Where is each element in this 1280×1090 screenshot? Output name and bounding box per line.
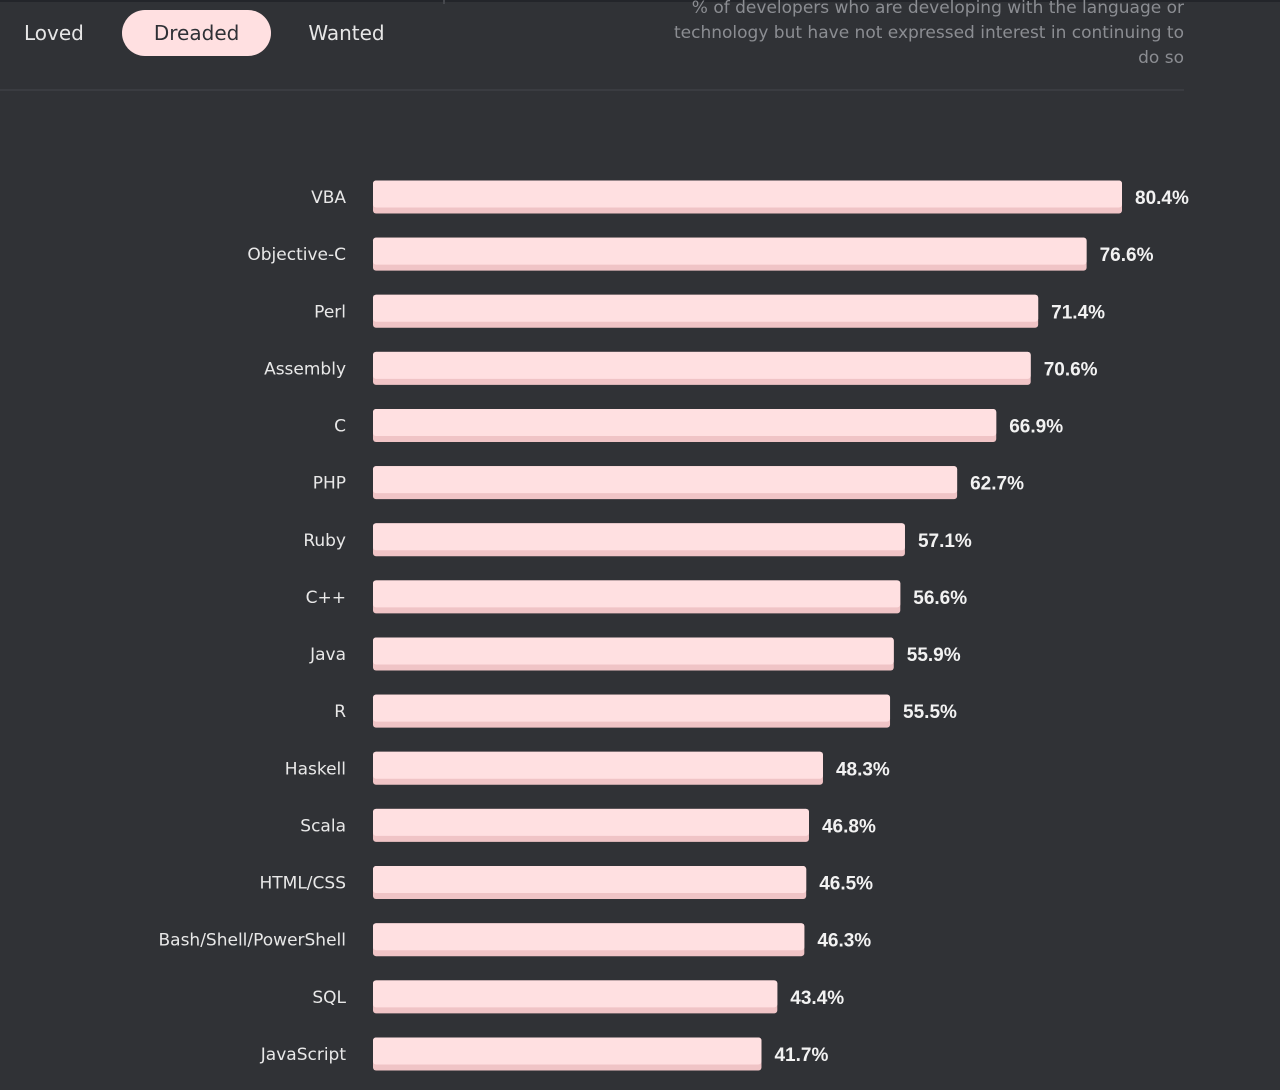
bar-row: VBA 80.4% [311, 180, 1189, 214]
value-label: 66.9% [1009, 417, 1063, 438]
bar-row: HTML/CSS 46.5% [260, 866, 873, 900]
value-label: 46.3% [817, 931, 871, 952]
category-label: JavaScript [260, 1045, 347, 1065]
bar-row: C++ 56.6% [306, 580, 967, 614]
category-label: SQL [312, 988, 346, 1008]
bar[interactable] [373, 751, 823, 779]
bar[interactable] [373, 637, 894, 665]
bar-row: Scala 46.8% [300, 808, 876, 842]
value-label: 48.3% [836, 759, 890, 780]
value-label: 56.6% [913, 588, 967, 609]
bar-row: Ruby 57.1% [303, 523, 972, 557]
category-label: Java [309, 645, 346, 665]
value-label: 76.6% [1100, 245, 1154, 266]
category-label: PHP [313, 474, 346, 494]
metric-description: % of developers who are developing with … [674, 0, 1184, 68]
category-label: Assembly [264, 359, 346, 379]
bar[interactable] [373, 808, 809, 836]
value-label: 80.4% [1135, 188, 1189, 209]
bar[interactable] [373, 694, 891, 722]
tab-loved[interactable]: Loved [24, 21, 84, 45]
bar[interactable] [373, 980, 778, 1008]
category-label: Ruby [303, 531, 346, 551]
category-label: R [334, 702, 346, 722]
bar-row: R 55.5% [334, 694, 957, 728]
value-label: 55.9% [907, 645, 961, 666]
value-label: 57.1% [918, 531, 972, 552]
value-label: 62.7% [970, 474, 1024, 495]
category-label: Perl [314, 302, 346, 322]
bar[interactable] [373, 923, 805, 951]
tab-wanted[interactable]: Wanted [308, 21, 385, 45]
bar[interactable] [373, 237, 1087, 265]
bar-row: Perl 71.4% [314, 294, 1105, 328]
category-label: VBA [311, 188, 346, 208]
bar[interactable] [373, 294, 1039, 322]
bar[interactable] [373, 409, 997, 437]
bar-row: SQL 43.4% [312, 980, 844, 1014]
category-label: Objective-C [247, 245, 346, 265]
value-label: 70.6% [1044, 359, 1098, 380]
value-label: 41.7% [774, 1045, 828, 1066]
category-label: HTML/CSS [260, 874, 347, 894]
category-label: C++ [306, 588, 346, 608]
bar[interactable] [373, 466, 958, 494]
bar-row: Bash/Shell/PowerShell 46.3% [158, 923, 871, 957]
value-label: 46.8% [822, 816, 876, 837]
bar-row: PHP 62.7% [313, 466, 1024, 500]
bar-row: C 66.9% [334, 409, 1063, 443]
bar[interactable] [373, 1037, 762, 1065]
category-label: C [334, 417, 346, 437]
value-label: 43.4% [790, 988, 844, 1009]
category-label: Haskell [285, 759, 346, 779]
bar[interactable] [373, 351, 1031, 379]
category-label: Scala [300, 816, 346, 836]
bar-row: Haskell 48.3% [285, 751, 890, 785]
top-edge [0, 0, 1280, 2]
bar[interactable] [373, 866, 807, 894]
category-tabs: Loved Dreaded Wanted [0, 10, 409, 56]
header-divider [0, 89, 1184, 91]
value-label: 55.5% [903, 702, 957, 723]
bar[interactable] [373, 523, 905, 551]
category-label: Bash/Shell/PowerShell [158, 931, 346, 951]
value-label: 71.4% [1051, 302, 1105, 323]
tab-dreaded[interactable]: Dreaded [121, 10, 272, 56]
bar-row: JavaScript 41.7% [260, 1037, 828, 1071]
top-edge-mark [443, 0, 445, 4]
bar-row: Assembly 70.6% [264, 351, 1098, 385]
value-label: 46.5% [819, 874, 873, 895]
bar[interactable] [373, 180, 1122, 208]
bar-row: Objective-C 76.6% [247, 237, 1154, 271]
bar[interactable] [373, 580, 901, 608]
bar-row: Java 55.9% [309, 637, 961, 671]
